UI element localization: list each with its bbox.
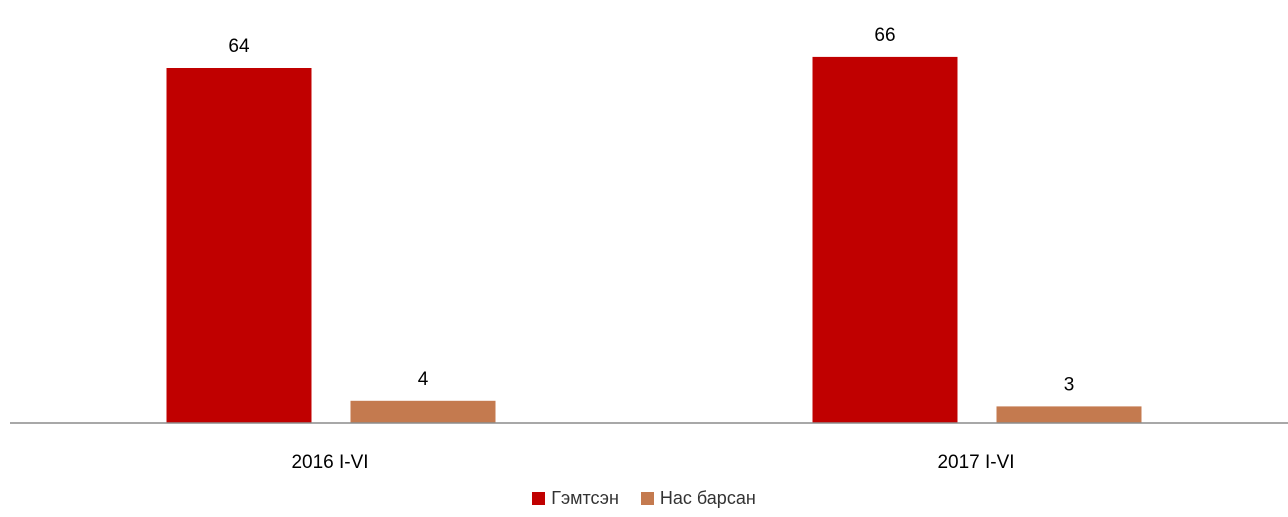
legend: Гэмтсэн Нас барсан	[0, 486, 1288, 510]
x-tick-labels-layer: 2016 I-VI 2017 I-VI	[291, 452, 1014, 473]
legend-swatch-injured	[532, 492, 545, 505]
legend-label-injured: Гэмтсэн	[551, 488, 619, 509]
data-label-series-0-category-1: 66	[874, 25, 895, 46]
legend-item-injured: Гэмтсэн	[532, 488, 619, 509]
data-label-series-1-category-0: 4	[418, 369, 429, 390]
bars-layer	[167, 57, 1142, 423]
data-label-series-0-category-0: 64	[228, 36, 250, 57]
bar-series-0-category-1	[813, 57, 958, 423]
legend-item-deceased: Нас барсан	[641, 488, 756, 509]
bar-series-1-category-1	[997, 406, 1142, 423]
bar-series-0-category-0	[167, 68, 312, 423]
x-tick-label-1: 2017 I-VI	[937, 452, 1014, 473]
legend-label-deceased: Нас барсан	[660, 488, 756, 509]
bar-series-1-category-0	[351, 401, 496, 423]
legend-swatch-deceased	[641, 492, 654, 505]
x-tick-label-0: 2016 I-VI	[291, 452, 368, 473]
data-label-series-1-category-1: 3	[1064, 374, 1075, 395]
